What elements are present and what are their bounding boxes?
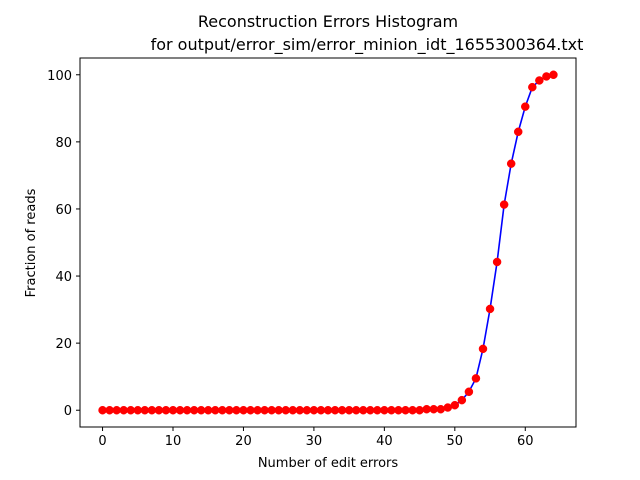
y-tick-label: 20 — [55, 337, 72, 352]
data-point — [485, 304, 495, 314]
data-point — [478, 344, 488, 354]
series-line — [102, 73, 554, 412]
data-point — [443, 403, 453, 412]
data-point — [260, 405, 269, 415]
chart-subtitle: for output/error_sim/error_minion_idt_16… — [151, 35, 584, 55]
y-axis-label: Fraction of reads — [24, 188, 39, 297]
axes-frame — [79, 57, 577, 428]
y-tick-label: 40 — [55, 270, 72, 285]
data-point — [380, 405, 389, 415]
y-tick-label: 80 — [55, 136, 72, 151]
x-tick-label: 0 — [98, 434, 106, 449]
data-point — [436, 404, 445, 414]
data-point — [288, 405, 298, 415]
y-tick-label: 60 — [55, 203, 72, 218]
x-tick-label: 50 — [447, 434, 464, 449]
x-tick-label: 30 — [306, 434, 323, 449]
chart-title: Reconstruction Errors Histogram — [198, 12, 458, 31]
data-point — [457, 395, 467, 405]
y-tick-label: 0 — [64, 404, 72, 419]
data-point — [492, 257, 502, 267]
plot-area: 0 10 20 30 40 50 60 0 20 40 60 80 100 — [47, 57, 577, 449]
data-point — [302, 405, 312, 415]
data-point — [506, 159, 516, 168]
data-point — [471, 374, 481, 383]
data-point — [528, 82, 537, 92]
data-point — [542, 72, 551, 81]
data-point — [499, 200, 509, 209]
data-point — [513, 127, 523, 137]
data-point — [274, 405, 283, 415]
data-point — [429, 404, 438, 414]
x-tick-label: 20 — [235, 434, 252, 449]
data-point — [337, 405, 347, 415]
data-point — [415, 405, 424, 415]
data-point — [464, 387, 474, 397]
data-point — [521, 102, 530, 111]
data-point — [549, 70, 558, 80]
x-axis-label: Number of edit errors — [258, 456, 399, 471]
x-tick-label: 10 — [165, 434, 182, 449]
x-tick-label: 60 — [517, 434, 534, 449]
data-point — [366, 405, 375, 415]
x-tick-label: 40 — [376, 434, 393, 449]
data-point — [351, 405, 361, 415]
data-point — [450, 400, 460, 410]
data-point — [535, 76, 544, 85]
y-tick-label: 100 — [47, 69, 72, 84]
